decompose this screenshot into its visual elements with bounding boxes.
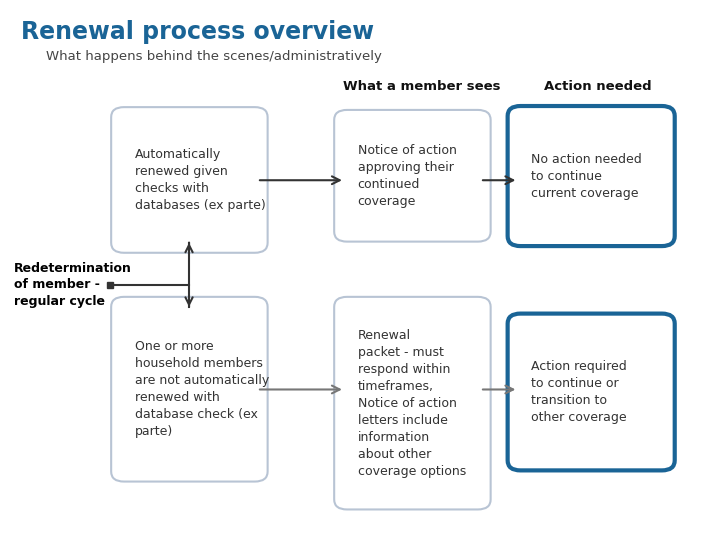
Text: No action needed
to continue
current coverage: No action needed to continue current cov… <box>531 152 641 200</box>
Text: Renewal
packet - must
respond within
timeframes,
Notice of action
letters includ: Renewal packet - must respond within tim… <box>358 329 466 478</box>
FancyBboxPatch shape <box>334 110 491 242</box>
Text: One or more
household members
are not automatically
renewed with
database check : One or more household members are not au… <box>135 340 269 438</box>
Text: Automatically
renewed given
checks with
databases (ex parte): Automatically renewed given checks with … <box>135 148 266 212</box>
Text: Action needed: Action needed <box>544 80 652 93</box>
FancyBboxPatch shape <box>334 297 491 509</box>
Text: What happens behind the scenes/administratively: What happens behind the scenes/administr… <box>46 50 382 63</box>
Text: What a member sees: What a member sees <box>343 80 500 93</box>
Text: Renewal process overview: Renewal process overview <box>21 20 375 44</box>
FancyBboxPatch shape <box>508 314 675 470</box>
FancyBboxPatch shape <box>508 106 675 246</box>
Text: Action required
to continue or
transition to
other coverage: Action required to continue or transitio… <box>531 360 627 424</box>
FancyBboxPatch shape <box>111 297 268 482</box>
FancyBboxPatch shape <box>111 107 268 253</box>
Text: Redetermination
of member -
regular cycle: Redetermination of member - regular cycl… <box>14 262 132 307</box>
Text: Notice of action
approving their
continued
coverage: Notice of action approving their continu… <box>358 144 457 208</box>
